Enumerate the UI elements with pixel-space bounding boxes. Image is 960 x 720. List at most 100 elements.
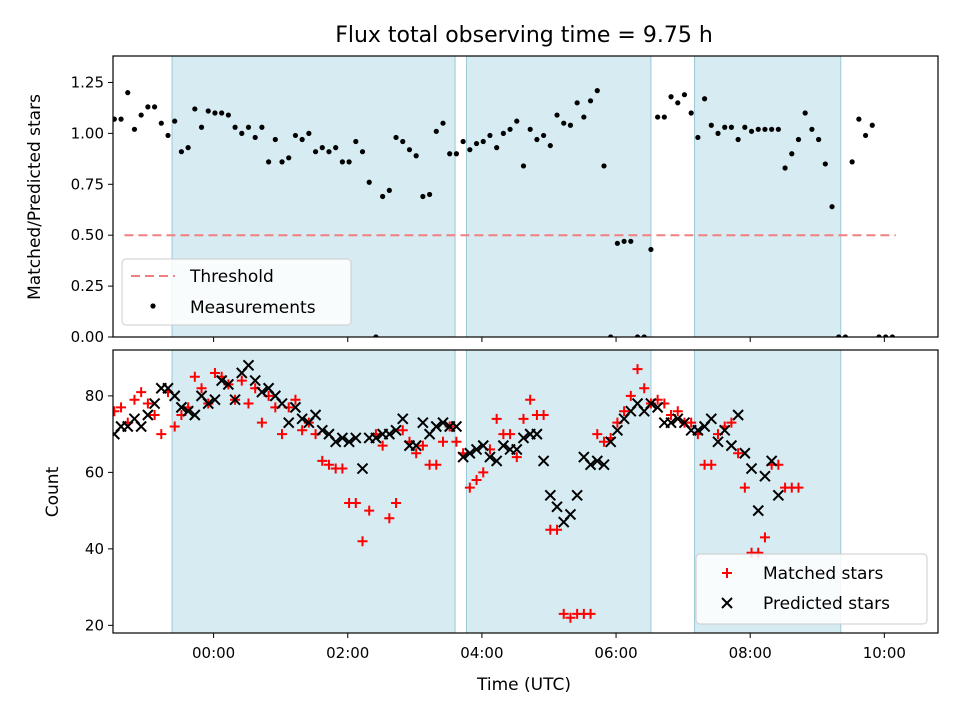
measurements-point-104 [655,114,661,120]
measurements-point-32 [172,118,178,124]
measurements-point-116 [735,136,741,143]
measurements-point-112 [708,122,714,128]
matched-stars-point-101 [632,364,643,375]
predicted-stars-point-85 [531,428,543,440]
y-tick-label-1: 20 [85,616,104,634]
predicted-stars-point-36 [202,397,214,410]
measurements-point-111 [701,96,708,102]
matched-stars-point-26 [129,394,140,405]
measurements-point-81 [500,130,506,136]
measurements-point-76 [467,147,473,153]
measurements-point-127 [809,126,815,132]
measurements-point-28 [145,104,151,110]
measurements-point-102 [641,334,647,337]
x-tick-label-6: 10:00 [863,644,906,662]
matched-stars-point-91 [565,612,576,623]
measurements-point-129 [822,161,828,167]
measurements-point-100 [628,238,634,244]
observing-window-2 [465,350,652,633]
measurements-point-51 [299,136,305,143]
measurements-point-37 [205,108,211,114]
x-axis-label: Time (UTC) [476,675,571,695]
measurements-point-110 [695,134,701,141]
measurements-point-130 [829,204,835,210]
measurements-point-118 [748,128,755,134]
measurements-point-96 [601,163,607,169]
predicted-stars-point-117 [745,462,758,475]
predicted-stars-point-67 [410,439,422,452]
predicted-stars-point-105 [665,416,677,429]
measurements-point-90 [561,120,567,126]
measurements-point-65 [393,134,399,141]
measurements-point-108 [681,92,688,98]
measurements-point-124 [789,151,795,157]
predicted-stars-point-70 [430,420,443,433]
predicted-stars-point-112 [712,436,724,448]
matched-stars-point-99 [619,406,630,417]
measurements-point-105 [661,114,667,120]
measurements-point-138 [883,334,889,337]
bottom-panel: Count Time (UTC) 00:00 02:00 04:00 06:00 08:… [43,349,939,695]
matched-stars-point-29 [149,410,160,421]
measurements-point-93 [581,114,587,120]
measurements-point-126 [802,110,808,116]
predicted-stars-point-44 [256,386,268,398]
measurements-point-125 [795,136,802,143]
predicted-stars-point-94 [591,455,603,467]
y-tick-label-1: 0.00 [71,328,104,346]
measurements-point-36 [198,124,205,130]
observing-window-3 [694,56,842,337]
matched-stars-point-72 [438,436,448,447]
matched-stars-point-42 [236,375,247,386]
measurements-point-27 [138,112,144,118]
matched-stars-point-45 [256,417,267,428]
legend-2: Matched stars Predicted stars [695,553,928,625]
y-tick-label-6: 1.25 [71,73,104,91]
predicted-stars-point-57 [343,436,355,448]
predicted-stars-point-86 [537,455,550,467]
predicted-stars-point-27 [142,409,154,421]
matched-stars-point-94 [585,608,596,619]
measurements-point-91 [567,122,574,128]
matched-stars-point-43 [243,398,254,409]
measurements-point-41 [232,124,238,130]
measurements-point-43 [245,124,252,130]
predicted-stars-point-95 [598,459,610,471]
y-tick-label-3: 0.50 [71,226,104,244]
predicted-stars-point-31 [168,390,181,402]
x-tick-label-5: 08:00 [729,644,772,662]
predicted-stars-point-116 [739,447,751,459]
legend-matched-label: Matched stars [763,564,883,584]
measurements-point-103 [648,246,654,253]
measurements-point-55 [326,149,332,155]
measurements-point-25 [125,90,131,96]
matched-stars-point-71 [431,459,442,470]
measurements-point-82 [507,126,513,132]
x-tick-label-1: 00:00 [192,644,235,662]
axes-frame-2 [112,349,939,634]
measurements-point-33 [178,149,185,155]
predicted-stars-point-26 [135,420,147,433]
measurements-point-123 [782,165,788,171]
predicted-stars-point-90 [564,508,577,521]
matched-stars-point-100 [625,390,636,401]
matched-stars-point-77 [471,475,482,486]
predicted-stars-point-82 [511,443,523,456]
matched-stars-point-90 [558,608,569,619]
measurements-point-59 [353,138,359,145]
measurements-point-24 [118,116,124,122]
predicted-stars-point-53 [316,424,328,437]
measurements-point-44 [252,134,258,141]
predicted-stars-point-78 [484,451,496,463]
y-tick-label-2: 40 [85,540,104,558]
matched-stars-point-38 [209,367,220,378]
legend-measurements-label: Measurements [190,298,316,318]
measurements-point-99 [621,238,627,244]
predicted-stars-point-59 [356,462,369,475]
predicted-stars-point-103 [651,401,664,414]
matched-stars-point-125 [793,482,804,493]
matched-stars-point-59 [350,497,361,508]
matched-stars-point-76 [464,482,475,493]
predicted-stars-point-52 [309,409,322,421]
legend-1: Threshold Measurements [121,258,352,326]
